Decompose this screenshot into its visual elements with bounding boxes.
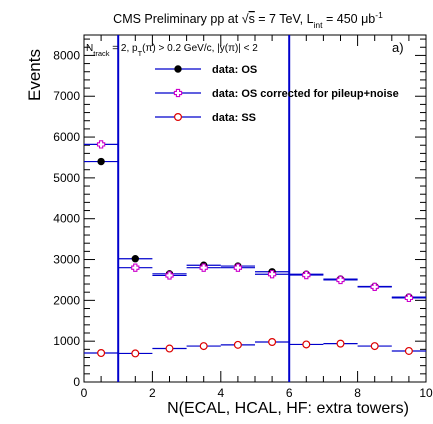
selection-label: Ntrack = 2, pT(π) > 0.2 GeV/c, |y(π)| < … — [86, 43, 258, 58]
data-point — [96, 140, 106, 149]
data-series — [84, 337, 426, 358]
y-axis-label: Events — [25, 49, 44, 101]
data-point — [165, 344, 174, 353]
legend-label: data: OS — [212, 64, 257, 76]
data-point — [97, 157, 105, 166]
data-point — [131, 263, 140, 272]
data-point — [336, 339, 345, 348]
y-tick-label: 6000 — [53, 130, 80, 144]
y-tick-label: 7000 — [53, 89, 80, 103]
data-point — [131, 349, 140, 358]
data-point — [268, 337, 277, 346]
chart-title: CMS Preliminary pp at √s = 7 TeV, Lint =… — [113, 10, 383, 30]
legend-entry: data: OS corrected for pileup+noise — [155, 88, 399, 100]
data-point — [404, 346, 413, 355]
data-point — [174, 65, 182, 73]
data-series — [84, 157, 426, 301]
data-point — [131, 255, 140, 263]
legend-label: data: OS corrected for pileup+noise — [212, 88, 399, 100]
y-tick-label: 8000 — [53, 48, 80, 62]
panel-label: a) — [392, 40, 404, 55]
data-point — [199, 342, 208, 351]
data-point — [370, 342, 379, 351]
y-tick-label: 0 — [73, 375, 80, 389]
sqrt-symbol: √ — [242, 12, 249, 26]
data-group — [84, 140, 426, 358]
x-tick-label: 8 — [354, 386, 361, 400]
data-point — [199, 263, 208, 272]
data-point — [302, 340, 311, 349]
data-point — [267, 270, 277, 279]
data-point — [302, 270, 311, 280]
x-axis-label: N(ECAL, HCAL, HF: extra towers) — [167, 400, 409, 417]
data-point — [336, 275, 345, 285]
y-tick-label: 2000 — [53, 293, 80, 307]
legend-entry: data: SS — [155, 112, 256, 124]
legend: data: OS data: OS corrected for pileup+no… — [155, 64, 399, 124]
y-tick-label: 1000 — [53, 334, 80, 348]
data-point — [233, 340, 242, 349]
data-point — [165, 271, 174, 280]
data-point — [173, 88, 183, 98]
data-point — [233, 263, 243, 272]
data-point — [97, 349, 106, 358]
x-tick-label: 10 — [419, 386, 433, 400]
x-tick-label: 6 — [286, 386, 293, 400]
data-point — [370, 282, 379, 292]
sqrt-arg: s — [249, 12, 255, 26]
y-tick-label: 4000 — [53, 212, 80, 226]
legend-entry: data: OS — [155, 64, 257, 76]
y-tick-label: 3000 — [53, 253, 80, 267]
data-point — [174, 112, 183, 121]
x-tick-label: 0 — [81, 386, 88, 400]
cut-lines-group — [117, 35, 291, 382]
axes-group: 0 2 4 6 8 10 0 1000 2000 3000 4000 5000 6000 7000 8000 — [53, 34, 433, 400]
x-tick-label: 4 — [217, 386, 224, 400]
data-series — [84, 140, 426, 303]
legend-label: data: SS — [212, 112, 256, 124]
data-point — [404, 293, 414, 303]
y-tick-label: 5000 — [53, 171, 80, 185]
x-tick-label: 2 — [149, 386, 156, 400]
